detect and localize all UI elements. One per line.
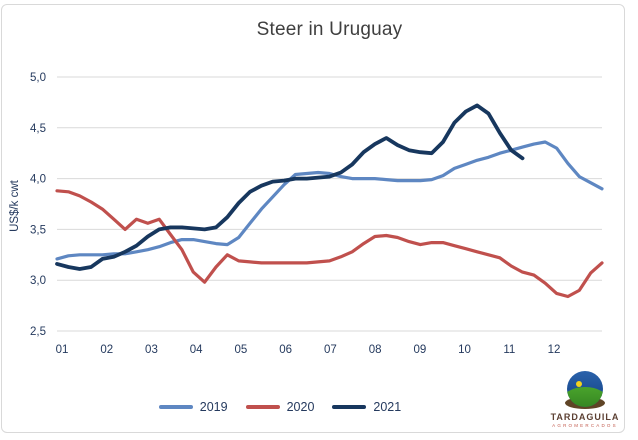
globe-icon: [565, 371, 605, 411]
legend-item-2021: 2021: [332, 400, 401, 414]
legend-label-2019: 2019: [199, 400, 228, 414]
chart-title: Steer in Uruguay: [256, 19, 403, 40]
chart-frame: [1, 4, 625, 433]
x-tick-label: 08: [369, 344, 382, 356]
series-line-2020: [55, 189, 604, 299]
x-tick-label: 05: [235, 344, 248, 356]
y-tick-label: 2,5: [30, 326, 46, 338]
y-tick-label: 4,0: [30, 174, 46, 186]
legend: 2019 2020 2021: [0, 398, 560, 416]
legend-item-2020: 2020: [245, 400, 315, 414]
series-line-2019: [55, 140, 604, 261]
series-line-2021: [55, 103, 525, 271]
legend-swatch-2019: [158, 405, 193, 409]
x-tick-label: 12: [548, 344, 561, 356]
x-tick-label: 07: [324, 344, 337, 356]
logo-sub-text: AGROMERCADOS: [552, 423, 618, 428]
globe-circle: [567, 371, 603, 407]
x-tick-label: 02: [100, 344, 113, 356]
legend-item-2019: 2019: [158, 400, 228, 414]
legend-swatch-2020: [245, 405, 280, 409]
y-tick-label: 5,0: [30, 72, 46, 84]
x-tick-label: 04: [190, 344, 203, 356]
x-tick-label: 03: [145, 344, 158, 356]
legend-label-2021: 2021: [373, 400, 402, 414]
tardaguila-logo: TARDAGUILA AGROMERCADOS: [543, 371, 627, 428]
legend-label-2020: 2020: [286, 400, 315, 414]
x-tick-label: 01: [56, 344, 69, 356]
x-tick-label: 06: [279, 344, 292, 356]
x-tick-label: 09: [413, 344, 426, 356]
x-tick-label: 11: [503, 344, 515, 356]
x-tick-label: 10: [458, 344, 471, 356]
y-tick-label: 3,5: [30, 224, 46, 236]
legend-swatch-2021: [332, 405, 367, 409]
sun-icon: [576, 381, 582, 387]
y-tick-label: 3,0: [30, 275, 46, 287]
y-tick-label: 4,5: [30, 123, 46, 135]
hill-shape: [567, 387, 603, 407]
logo-brand-text: TARDAGUILA: [550, 412, 620, 422]
